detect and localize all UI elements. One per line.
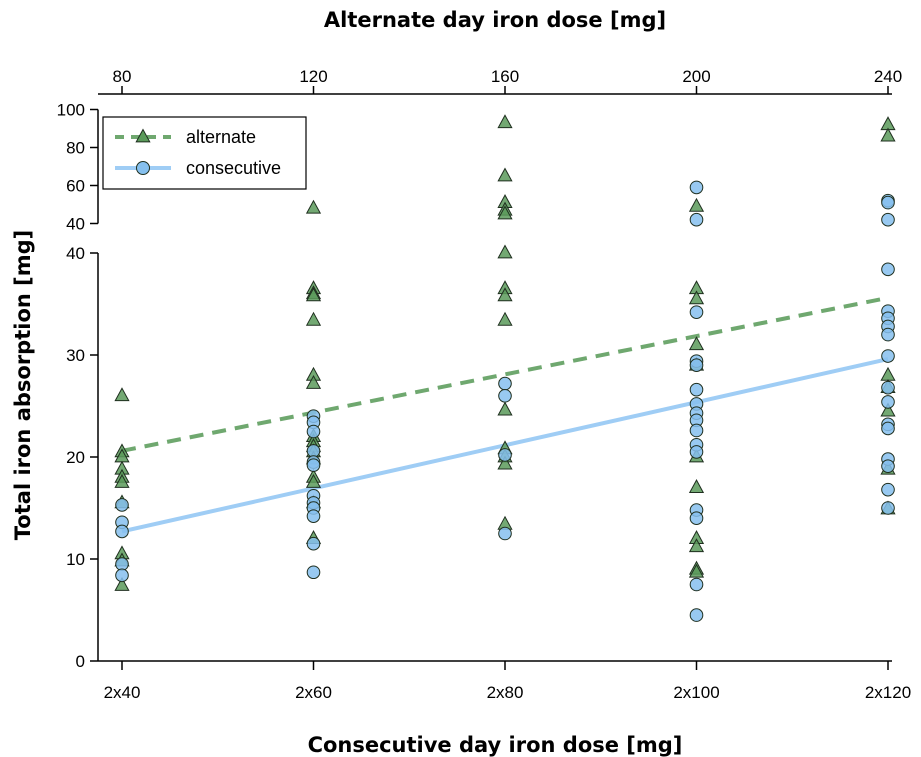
alternate-point: [880, 402, 896, 417]
consecutive-point: [306, 536, 321, 551]
top-x-axis-title: Alternate day iron dose [mg]: [324, 8, 666, 32]
consecutive-point: [689, 608, 704, 622]
consecutive-point: [498, 526, 512, 541]
x-bottom-tick-label: 2x120: [865, 683, 911, 702]
x-bottom-tick-label: 2x40: [104, 683, 141, 702]
consecutive-point: [689, 212, 704, 227]
alternate-point: [497, 287, 513, 302]
bottom-x-axis-title: Consecutive day iron dose [mg]: [308, 733, 683, 757]
consecutive-point: [881, 482, 895, 497]
alternate-point: [305, 287, 322, 302]
x-top-tick-label: 160: [491, 67, 519, 86]
alternate-point: [880, 366, 896, 381]
consecutive-point: [689, 382, 704, 397]
x-bottom-tick-label: 2x80: [487, 683, 524, 702]
y-tick-label: 80: [66, 139, 85, 158]
consecutive-point: [115, 568, 129, 583]
consecutive-point: [306, 424, 321, 439]
alternate-point: [688, 538, 705, 553]
consecutive-point: [115, 524, 129, 539]
axes: 0 10 20 30 40 40 60 80 100 2x40 2x60 2x80 2x100 2x120…: [57, 67, 912, 702]
y-tick-label: 100: [57, 101, 85, 120]
alternate-point: [688, 563, 705, 578]
legend-alternate-marker: [135, 128, 151, 143]
y-tick-label: 20: [66, 448, 85, 467]
alternate-point: [688, 336, 705, 351]
alternate-point: [688, 197, 705, 212]
consecutive-point: [306, 458, 321, 472]
consecutive-point: [115, 498, 129, 512]
x-bottom-tick-label: 2x60: [295, 683, 332, 702]
consecutive-point: [689, 305, 704, 319]
consecutive-point: [498, 448, 512, 462]
alternate-point: [114, 387, 130, 402]
x-top-tick-label: 240: [874, 67, 902, 86]
alternate-point: [497, 167, 513, 182]
alternate-point: [305, 311, 322, 326]
y-tick-label: 10: [66, 550, 85, 569]
alternate-fit-line: [121, 295, 889, 453]
y-tick-label: 0: [76, 652, 85, 671]
consecutive-point: [689, 511, 704, 526]
consecutive-point: [498, 376, 512, 391]
consecutive-point: [689, 180, 704, 195]
alternate-point: [305, 375, 322, 389]
x-top-tick-label: 200: [682, 67, 710, 86]
consecutive-point: [881, 395, 895, 409]
y-tick-label: 60: [66, 177, 85, 196]
alternate-point: [497, 205, 513, 220]
legend-consecutive-label: consecutive: [186, 158, 281, 178]
consecutive-point: [689, 423, 704, 438]
alternate-point: [114, 576, 130, 591]
alternate-point: [880, 127, 896, 142]
consecutive-point: [306, 565, 321, 580]
consecutive-point: [881, 459, 895, 473]
consecutive-point: [689, 445, 704, 459]
alternate-point: [497, 455, 513, 470]
alternate-point: [497, 244, 513, 259]
consecutive-point: [881, 501, 895, 515]
consecutive-point: [881, 380, 895, 395]
y-tick-label: 30: [66, 346, 85, 365]
consecutive-point: [881, 421, 895, 436]
x-top-tick-label: 80: [113, 67, 132, 86]
legend-alternate-label: alternate: [186, 127, 256, 147]
consecutive-point: [115, 557, 129, 571]
alternate-point: [497, 401, 513, 416]
consecutive-point: [306, 444, 321, 458]
alternate-point: [305, 473, 322, 488]
consecutive-point: [881, 212, 895, 227]
alternate-point: [497, 311, 513, 326]
legend-box: [102, 116, 307, 190]
data-points: [114, 114, 896, 622]
alternate-point: [114, 473, 130, 488]
alternate-point: [688, 479, 705, 493]
x-top-tick-label: 120: [299, 67, 327, 86]
consecutive-point: [689, 577, 704, 592]
alternate-point: [688, 290, 705, 305]
legend-consecutive-marker: [136, 161, 150, 175]
y-tick-label: 40: [66, 244, 85, 263]
y-axis-title: Total iron absorption [mg]: [11, 230, 35, 540]
x-bottom-tick-label: 2x100: [673, 683, 719, 702]
alternate-point: [305, 199, 322, 214]
consecutive-point: [881, 349, 895, 363]
consecutive-point: [306, 509, 321, 523]
consecutive-point: [881, 327, 895, 342]
alternate-point: [497, 114, 513, 129]
consecutive-point: [498, 389, 512, 403]
consecutive-point: [689, 358, 704, 373]
y-tick-label: 40: [66, 215, 85, 234]
consecutive-point: [881, 262, 895, 277]
consecutive-point: [881, 195, 895, 210]
legend: alternate consecutive: [102, 116, 307, 190]
